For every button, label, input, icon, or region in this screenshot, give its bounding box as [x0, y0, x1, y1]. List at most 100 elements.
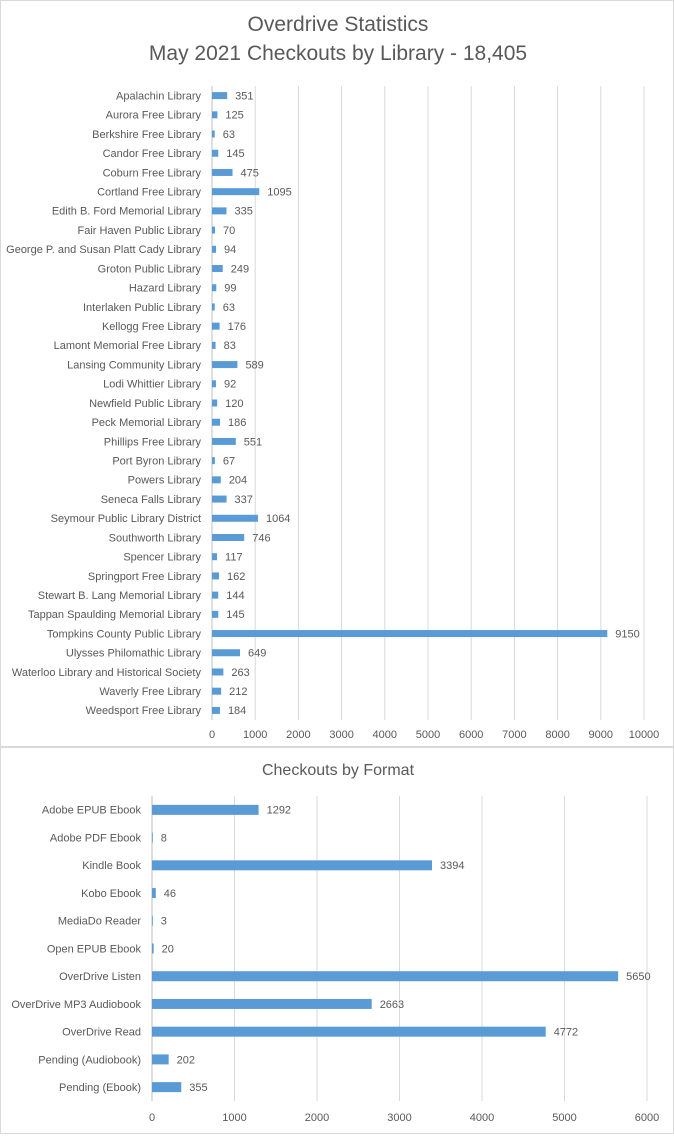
- category-label: Waverly Free Library: [99, 686, 201, 698]
- category-label: Edith B. Ford Memorial Library: [52, 206, 202, 218]
- category-label: Tompkins County Public Library: [47, 628, 202, 640]
- data-label: 212: [229, 686, 247, 698]
- data-label: 263: [231, 667, 249, 679]
- bar: [152, 832, 153, 843]
- category-label: George P. and Susan Platt Cady Library: [6, 244, 201, 256]
- bar: [152, 1082, 182, 1093]
- data-label: 99: [224, 283, 236, 295]
- bar: [212, 668, 224, 676]
- bar: [152, 1054, 169, 1065]
- category-label: Tappan Spaulding Memorial Library: [28, 609, 202, 621]
- category-label: Stewart B. Lang Memorial Library: [38, 590, 202, 602]
- data-label: 1292: [267, 805, 291, 817]
- category-label: OverDrive MP3 Audiobook: [11, 999, 141, 1011]
- x-tick-label: 9000: [589, 729, 613, 741]
- data-label: 351: [235, 90, 253, 102]
- category-label: Kindle Book: [82, 860, 141, 872]
- bar: [212, 687, 222, 695]
- data-label: 4772: [554, 1027, 578, 1039]
- category-label: Cortland Free Library: [97, 187, 201, 199]
- bar: [212, 437, 236, 445]
- bar: [212, 149, 219, 157]
- bar: [152, 915, 153, 926]
- data-label: 63: [223, 129, 235, 141]
- x-tick-label: 6000: [635, 1112, 659, 1124]
- data-label: 176: [228, 321, 246, 333]
- category-label: Ulysses Philomathic Library: [66, 648, 202, 660]
- x-tick-label: 7000: [502, 729, 526, 741]
- bar: [212, 226, 216, 234]
- bar: [212, 706, 220, 714]
- bar: [212, 111, 218, 119]
- category-label: OverDrive Listen: [59, 971, 141, 983]
- x-tick-label: 6000: [459, 729, 483, 741]
- data-label: 144: [226, 590, 244, 602]
- category-label: Adobe PDF Ebook: [50, 832, 142, 844]
- category-label: Berkshire Free Library: [92, 129, 201, 141]
- bar: [212, 207, 227, 215]
- data-label: 3394: [440, 860, 464, 872]
- format-chart-title: Checkouts by Format: [261, 762, 415, 779]
- data-label: 649: [248, 648, 266, 660]
- data-label: 3: [161, 916, 167, 928]
- x-tick-label: 5000: [416, 729, 440, 741]
- bar: [212, 341, 216, 349]
- bar: [212, 92, 228, 100]
- bar: [212, 322, 220, 330]
- data-label: 120: [225, 398, 243, 410]
- category-label: Candor Free Library: [103, 148, 202, 160]
- x-tick-label: 2000: [286, 729, 310, 741]
- category-label: Groton Public Library: [98, 263, 202, 275]
- bar: [212, 649, 241, 657]
- data-label: 746: [252, 532, 270, 544]
- bar: [212, 284, 217, 292]
- data-label: 9150: [615, 628, 639, 640]
- category-label: Lodi Whittier Library: [103, 379, 201, 391]
- category-label: Southworth Library: [109, 532, 202, 544]
- category-label: MediaDo Reader: [58, 916, 141, 928]
- data-label: 125: [225, 110, 243, 122]
- category-label: Open EPUB Ebook: [47, 943, 142, 955]
- data-label: 475: [241, 167, 259, 179]
- data-label: 63: [223, 302, 235, 314]
- bar: [152, 971, 619, 982]
- bar: [212, 591, 219, 599]
- bar: [212, 495, 227, 503]
- data-label: 46: [164, 888, 176, 900]
- category-label: Kellogg Free Library: [102, 321, 202, 333]
- category-label: Coburn Free Library: [103, 167, 202, 179]
- category-label: Powers Library: [128, 475, 202, 487]
- data-label: 2663: [380, 999, 404, 1011]
- data-label: 162: [227, 571, 245, 583]
- data-label: 337: [235, 494, 253, 506]
- bar: [212, 361, 238, 369]
- bar: [152, 804, 259, 815]
- x-tick-label: 3000: [329, 729, 353, 741]
- format-checkouts-chart: 0 1000 2000 3000 4000 5000 6000 Adobe EPUB Eboo…: [11, 796, 659, 1124]
- bar: [152, 888, 156, 899]
- bar: [212, 265, 223, 273]
- category-label: Phillips Free Library: [104, 436, 202, 448]
- category-label: Pending (Ebook): [59, 1082, 141, 1094]
- category-label: Interlaken Public Library: [83, 302, 202, 314]
- category-label: Fair Haven Public Library: [78, 225, 202, 237]
- data-label: 20: [162, 943, 174, 955]
- data-label: 70: [223, 225, 235, 237]
- data-label: 335: [234, 206, 252, 218]
- data-label: 92: [224, 379, 236, 391]
- x-tick-label: 0: [149, 1112, 155, 1124]
- data-label: 8: [161, 832, 167, 844]
- category-label: Aurora Free Library: [106, 110, 202, 122]
- x-tick-label: 10000: [629, 729, 660, 741]
- data-label: 355: [189, 1082, 207, 1094]
- category-label: Hazard Library: [129, 283, 202, 295]
- x-tick-label: 2000: [305, 1112, 329, 1124]
- bar: [152, 860, 433, 871]
- bar: [212, 399, 218, 407]
- category-label: Spencer Library: [123, 552, 201, 564]
- bar: [152, 998, 372, 1009]
- category-label: Adobe EPUB Ebook: [42, 805, 142, 817]
- library-checkouts-chart: 0 1000 2000 3000 4000 5000 6000 7000 8000 9000 100…: [6, 86, 660, 741]
- bar: [212, 533, 245, 541]
- bar: [212, 168, 233, 176]
